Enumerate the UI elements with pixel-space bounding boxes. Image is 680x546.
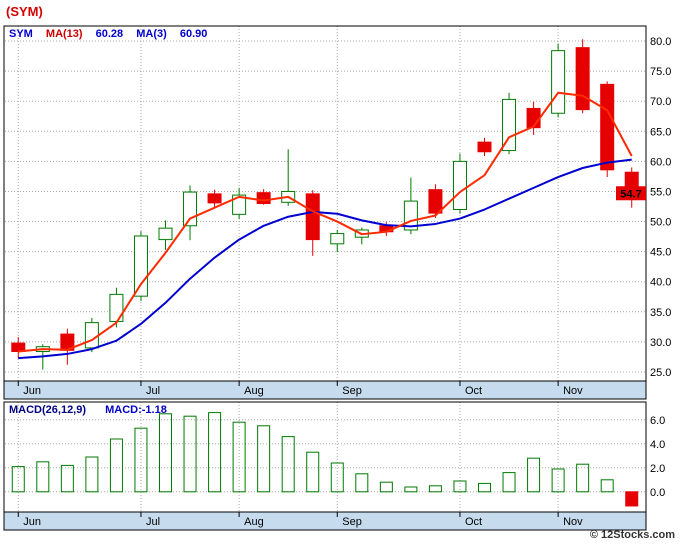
macd-bar <box>208 412 222 493</box>
macd-value-label: MACD:-1.18 <box>105 404 167 416</box>
macd-bar <box>183 415 197 493</box>
candles-group <box>11 39 639 370</box>
gridlines <box>5 26 645 511</box>
y-axis-label: 4.0 <box>650 439 665 451</box>
candle-up <box>502 98 517 152</box>
macd-bar <box>11 466 25 493</box>
macd-bar <box>60 464 74 493</box>
legend-ma3-label: MA(3) <box>136 28 167 40</box>
ma-lines <box>18 91 633 360</box>
candle-up <box>133 235 148 297</box>
candle-up <box>109 293 124 322</box>
y-axis-label: 40.0 <box>650 277 671 289</box>
candle-down <box>600 83 615 171</box>
month-label: Aug <box>244 385 264 397</box>
axis-labels: 25.0 30.0 35.0 40.0 45.0 50.0 55.0 60.0 65.0 70.0… <box>23 36 671 528</box>
month-label: Jun <box>23 385 41 397</box>
month-label: Jul <box>146 516 160 528</box>
macd-bar <box>159 413 172 493</box>
macd-bar <box>502 472 516 493</box>
macd-bar <box>625 491 639 507</box>
y-axis-label: 6.0 <box>650 415 665 427</box>
candle-up <box>183 191 198 227</box>
y-axis-label: 35.0 <box>650 307 671 319</box>
y-axis-label: 45.0 <box>650 247 671 259</box>
copyright-link[interactable]: © 12Stocks.com <box>589 529 675 541</box>
month-label: Oct <box>465 385 482 397</box>
month-label: Nov <box>563 516 583 528</box>
macd-bar <box>576 463 590 493</box>
y-axis-label: 2.0 <box>650 463 665 475</box>
y-axis-label: 65.0 <box>650 126 671 138</box>
macd-bar <box>281 436 295 493</box>
y-axis-label: 0.0 <box>650 487 665 499</box>
macd-bar <box>453 480 467 493</box>
month-label: Aug <box>244 516 264 528</box>
y-axis-label: 25.0 <box>650 367 671 379</box>
x-axis-band-macd <box>3 511 647 531</box>
month-label: Sep <box>342 516 362 528</box>
main-panel-border <box>3 25 647 382</box>
macd-panel-border <box>3 401 647 513</box>
candle-down <box>477 141 492 153</box>
month-label: Sep <box>342 385 362 397</box>
legend-symbol: SYM <box>9 28 33 40</box>
macd-bar <box>379 481 393 493</box>
page-title: (SYM) <box>6 4 43 19</box>
month-label: Jun <box>23 516 41 528</box>
y-axis-label: 70.0 <box>650 96 671 108</box>
macd-bar <box>330 462 344 493</box>
panel-borders: 54.7 <box>3 25 647 513</box>
macd-bar <box>428 485 442 493</box>
legend-ma3-value: 60.90 <box>179 28 208 40</box>
x-axis-band-main <box>3 380 647 400</box>
legend-ma13-value: 60.28 <box>95 28 124 40</box>
candle-up <box>452 160 467 211</box>
y-axis-label: 30.0 <box>650 337 671 349</box>
candle-down <box>256 192 271 205</box>
month-label: Nov <box>563 385 583 397</box>
candle-up <box>158 227 173 241</box>
macd-bar <box>355 473 369 493</box>
candle-down <box>11 342 26 353</box>
y-axis-label: 60.0 <box>650 156 671 168</box>
macd-bar <box>36 461 50 493</box>
macd-bar <box>551 468 565 493</box>
month-label: Jul <box>146 385 160 397</box>
y-axis-label: 75.0 <box>650 66 671 78</box>
macd-bar <box>527 457 541 493</box>
candle-up <box>330 233 345 245</box>
candle-down <box>428 189 443 214</box>
candle-down <box>207 193 222 204</box>
legend-ma13-label: MA(13) <box>45 28 83 40</box>
last-price-tag-text: 54.7 <box>620 188 641 200</box>
macd-bar <box>85 456 99 493</box>
last-price-tag <box>616 186 646 201</box>
macd-bar <box>478 482 491 493</box>
macd-bar <box>404 486 418 493</box>
candle-up <box>551 50 566 114</box>
macd-legend: MACD(26,12,9) MACD:-1.18 <box>9 404 167 416</box>
ma13-line <box>18 158 632 360</box>
candle-up <box>232 194 247 215</box>
macd-bars-group <box>11 412 639 507</box>
macd-bar <box>232 421 246 493</box>
y-axis-label: 50.0 <box>650 217 671 229</box>
price-legend: SYM MA(13) 60.28 MA(3) 60.90 <box>9 28 217 40</box>
y-axis-label: 55.0 <box>650 186 671 198</box>
ma3-line <box>18 91 633 353</box>
macd-bar <box>600 479 614 493</box>
macd-bar <box>257 425 271 493</box>
macd-bar <box>306 451 320 493</box>
candle-down <box>305 193 320 241</box>
candle-down <box>575 47 590 111</box>
macd-params-label: MACD(26,12,9) <box>9 404 87 416</box>
month-label: Oct <box>465 516 482 528</box>
macd-bar <box>134 427 148 493</box>
candle-up <box>84 322 99 349</box>
y-axis-label: 80.0 <box>650 36 671 48</box>
macd-bar <box>109 438 123 493</box>
